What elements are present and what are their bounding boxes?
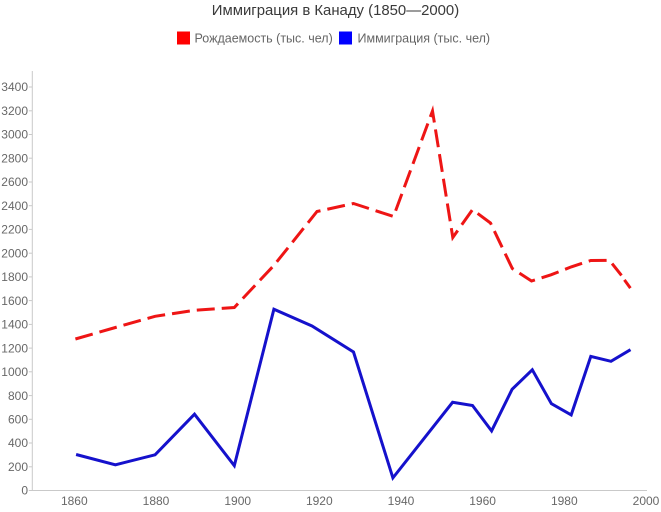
svg-text:1940: 1940 [388, 494, 415, 508]
svg-text:1000: 1000 [1, 365, 28, 379]
svg-text:3400: 3400 [1, 80, 28, 94]
svg-text:2000: 2000 [1, 246, 28, 260]
svg-text:1800: 1800 [1, 270, 28, 284]
svg-text:1400: 1400 [1, 318, 28, 332]
svg-text:1920: 1920 [306, 494, 333, 508]
svg-text:1860: 1860 [61, 494, 88, 508]
svg-text:Рождаемость (тыс. чел): Рождаемость (тыс. чел) [195, 32, 333, 46]
svg-text:1600: 1600 [1, 294, 28, 308]
svg-text:0: 0 [21, 484, 28, 498]
svg-text:Иммиграция в Канаду (1850—2000: Иммиграция в Канаду (1850—2000) [212, 3, 459, 19]
svg-text:2400: 2400 [1, 199, 28, 213]
svg-text:1980: 1980 [551, 494, 578, 508]
svg-text:2600: 2600 [1, 175, 28, 189]
svg-text:800: 800 [8, 389, 28, 403]
svg-text:1880: 1880 [143, 494, 170, 508]
svg-text:2800: 2800 [1, 151, 28, 165]
svg-text:200: 200 [8, 460, 28, 474]
svg-text:Иммиграция (тыс. чел): Иммиграция (тыс. чел) [358, 32, 491, 46]
svg-text:2200: 2200 [1, 223, 28, 237]
svg-text:1960: 1960 [469, 494, 496, 508]
svg-text:1900: 1900 [224, 494, 251, 508]
svg-text:2000: 2000 [633, 494, 660, 508]
svg-text:3000: 3000 [1, 128, 28, 142]
svg-text:1200: 1200 [1, 341, 28, 355]
svg-text:400: 400 [8, 436, 28, 450]
svg-text:600: 600 [8, 413, 28, 427]
svg-text:3200: 3200 [1, 104, 28, 118]
